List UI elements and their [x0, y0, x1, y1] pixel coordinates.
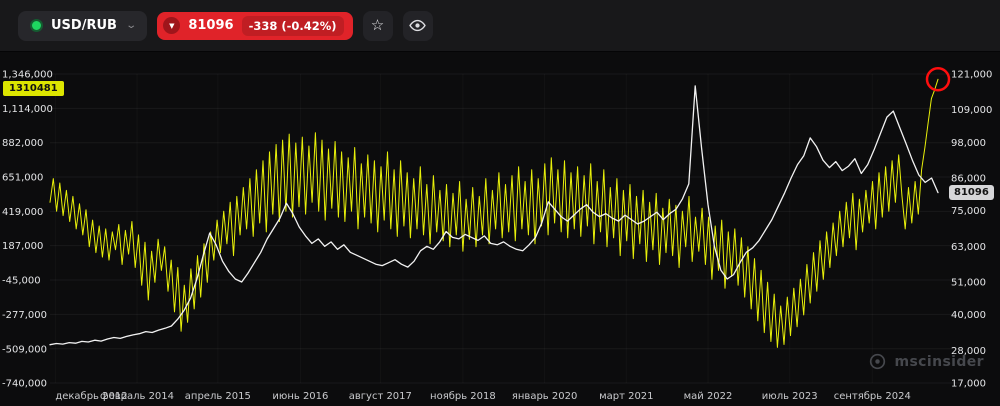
x-axis-tick-label: март 2021	[599, 391, 653, 402]
right-axis-tick-label: 121,000	[951, 70, 992, 81]
right-axis-tick-label: 75,000	[951, 206, 986, 217]
left-axis-tick-label: -45,000	[2, 276, 41, 287]
price-value: 81096	[188, 18, 234, 33]
yellow-series-value-chip: 1310481	[3, 81, 64, 97]
star-icon: ☆	[370, 17, 385, 34]
left-axis-tick-label: 651,000	[2, 172, 43, 183]
x-axis-tick-label: ноябрь 2018	[430, 391, 496, 402]
x-axis-tick-label: май 2022	[684, 391, 733, 402]
left-axis-tick-label: -509,000	[2, 344, 47, 355]
right-axis-tick-label: 28,000	[951, 346, 986, 357]
right-axis-tick-label: 40,000	[951, 310, 986, 321]
red-circle-annotation	[925, 67, 951, 92]
chevron-down-icon: ⌄	[125, 20, 138, 31]
yellow-indicator-line	[49, 78, 939, 348]
left-axis-tick-label: -740,000	[2, 379, 47, 390]
eye-icon	[409, 19, 426, 32]
status-dot-icon	[30, 19, 43, 32]
left-axis-tick-label: 1,346,000	[2, 70, 53, 81]
price-change: -338 (-0.42%)	[241, 15, 344, 36]
left-axis-tick-label: 187,000	[2, 241, 43, 252]
right-axis-tick-label: 51,000	[951, 277, 986, 288]
toolbar: USD/RUB ⌄ ▼ 81096 -338 (-0.42%) ☆	[0, 0, 1000, 52]
watermark: mscinsider	[869, 353, 984, 370]
x-axis-tick-label: апрель 2015	[185, 391, 251, 402]
pair-label: USD/RUB	[51, 18, 117, 33]
right-axis-tick-label: 86,000	[951, 173, 986, 184]
right-axis-tick-label: 98,000	[951, 138, 986, 149]
down-arrow-icon: ▼	[163, 17, 181, 34]
x-axis-tick-label: сентябрь 2024	[834, 391, 911, 402]
favorite-button[interactable]: ☆	[362, 10, 393, 41]
quote-badge: ▼ 81096 -338 (-0.42%)	[157, 11, 353, 40]
x-axis-tick-label: июнь 2016	[272, 391, 328, 402]
price-axis-badge: 81096	[949, 184, 994, 200]
price-chart[interactable]: 1,346,000 1,114,000 882,000 651,000 419,000 1…	[0, 52, 1000, 406]
left-axis-tick-label: -277,000	[2, 310, 47, 321]
pair-selector[interactable]: USD/RUB ⌄	[18, 10, 148, 41]
right-axis-tick-label: 17,000	[951, 379, 986, 390]
x-axis-tick-label: декабрь 2012	[55, 391, 127, 402]
usd-rub-price-line	[49, 85, 939, 346]
right-axis-tick-label: 63,000	[951, 242, 986, 253]
left-axis-tick-label: 419,000	[2, 207, 43, 218]
left-axis-tick-label: 1,114,000	[2, 104, 53, 115]
watermark-text: mscinsider	[894, 353, 984, 370]
right-axis-tick-label: 109,000	[951, 105, 992, 116]
x-axis-tick-label: февраль 2014	[100, 391, 174, 402]
x-axis-tick-label: январь 2020	[512, 391, 577, 402]
x-axis-tick-label: август 2017	[349, 391, 412, 402]
left-axis-tick-label: 882,000	[2, 138, 43, 149]
x-axis-tick-label: июль 2023	[762, 391, 818, 402]
chart-area[interactable]: 1,346,000 1,114,000 882,000 651,000 419,000 1…	[0, 52, 1000, 406]
watch-button[interactable]	[402, 10, 433, 41]
watermark-logo-icon	[870, 353, 886, 370]
